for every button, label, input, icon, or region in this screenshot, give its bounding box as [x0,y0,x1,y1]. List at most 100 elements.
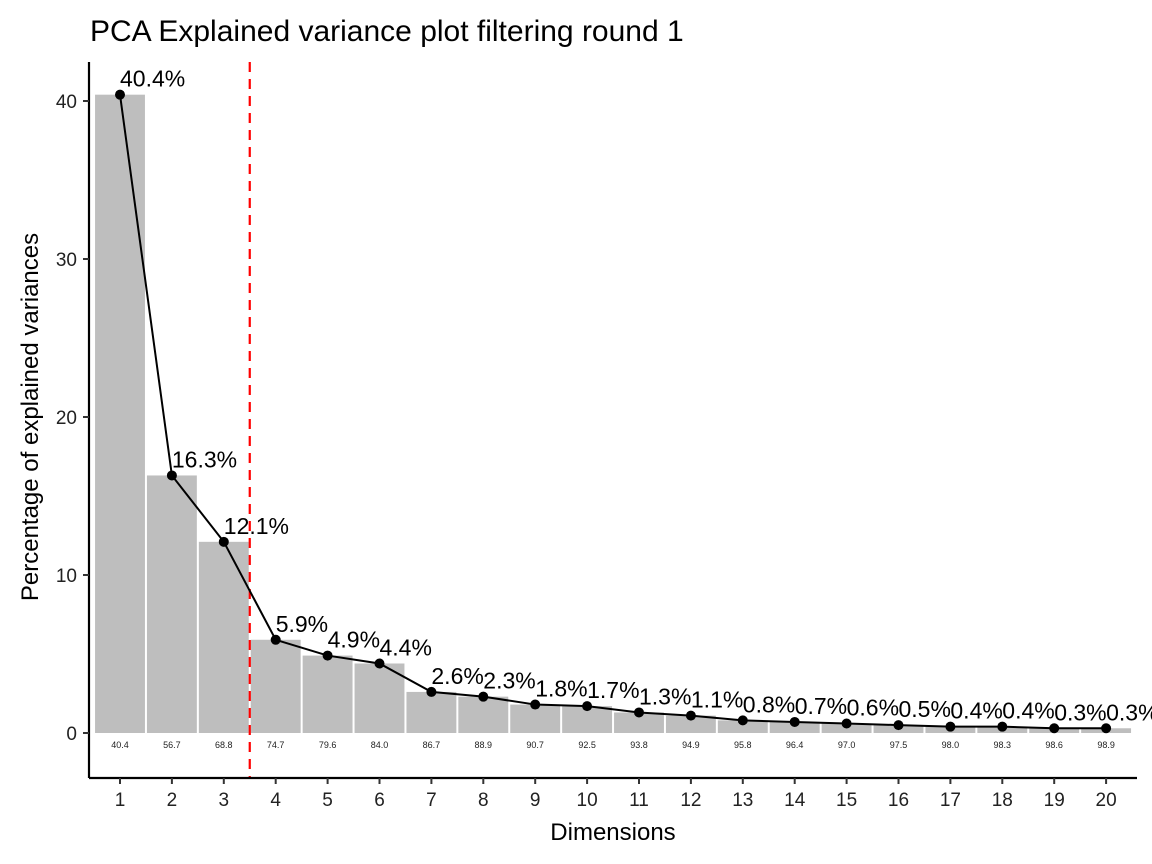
point-19 [1049,723,1060,734]
y-tick-label-40: 40 [56,92,77,113]
cumulative-label-19: 98.6 [1045,740,1063,750]
point-4 [270,634,281,645]
cumulative-label-16: 97.5 [890,740,908,750]
x-tick-label-2: 2 [167,790,178,811]
point-15 [841,718,852,729]
point-5 [322,650,333,661]
cumulative-label-11: 93.8 [630,740,648,750]
data-label-6: 4.4% [380,634,432,660]
point-20 [1101,723,1112,734]
chart-title: PCA Explained variance plot filtering ro… [90,15,684,48]
data-label-11: 1.3% [639,683,691,709]
data-label-20: 0.3% [1106,699,1152,725]
bar-13 [717,720,768,733]
data-label-9: 1.8% [535,676,587,702]
x-tick-label-19: 19 [1044,790,1065,811]
x-tick-label-13: 13 [732,790,753,811]
point-16 [893,720,904,731]
data-label-17: 0.4% [950,698,1002,724]
x-tick-label-10: 10 [577,790,598,811]
data-label-14: 0.7% [795,693,847,719]
bar-3 [198,541,249,733]
bar-8 [458,696,509,733]
point-6 [374,658,385,669]
x-tick-label-11: 11 [629,790,649,811]
data-label-15: 0.6% [847,695,899,721]
data-label-2: 16.3% [172,446,237,472]
x-tick-label-8: 8 [478,790,489,811]
x-tick-label-6: 6 [374,790,385,811]
data-label-7: 2.6% [431,663,483,689]
bar-11 [614,712,664,733]
cumulative-label-6: 84.0 [371,740,389,750]
cumulative-label-7: 86.7 [423,740,441,750]
point-10 [582,701,593,712]
cumulative-label-15: 97.0 [838,740,856,750]
point-14 [789,716,800,727]
point-7 [426,686,437,697]
variance-line [119,94,1107,730]
data-label-1: 40.4% [120,66,185,92]
cumulative-label-17: 98.0 [942,740,960,750]
data-labels-group: 40.4%16.3%12.1%5.9%4.9% 4.4%2.6% 2.3% 1.8% 1… [120,66,1152,726]
point-13 [737,715,748,726]
y-tick-label-30: 30 [56,250,77,271]
cumulative-label-14: 96.4 [786,740,804,750]
y-axis-title: Percentage of explained variances [17,233,44,601]
x-tick-label-3: 3 [219,790,230,811]
cumulative-label-1: 40.4 [111,740,129,750]
y-tick-label-10: 10 [56,566,77,587]
cumulative-label-8: 88.9 [475,740,493,750]
point-9 [530,699,541,710]
cumulative-label-13: 95.8 [734,740,752,750]
cumulative-label-3: 68.8 [215,740,233,750]
data-label-5: 4.9% [328,627,380,653]
point-12 [685,710,696,721]
data-label-19: 0.3% [1054,699,1106,725]
bar-7 [406,691,457,733]
x-tick-label-16: 16 [888,790,909,811]
cumulative-label-2: 56.7 [163,740,181,750]
x-tick-label-1: 1 [115,790,126,811]
bar-4 [250,639,301,733]
bar-12 [665,715,716,733]
cumulative-label-20: 98.9 [1097,740,1115,750]
data-label-8: 2.3% [483,668,535,694]
data-label-18: 0.4% [1002,698,1054,724]
x-tick-label-7: 7 [426,790,437,811]
bar-1 [95,94,145,734]
x-tick-label-5: 5 [322,790,333,811]
x-tick-label-15: 15 [836,790,857,811]
cumulative-label-18: 98.3 [994,740,1012,750]
data-label-4: 5.9% [276,611,328,637]
y-tick-label-20: 20 [56,408,77,429]
point-17 [945,721,956,732]
x-tick-label-17: 17 [940,790,961,811]
cumulative-labels-group: 40.4 56.7 68.8 74.7 79.6 84.0 86.7 88.9 90.7 92.5… [111,740,1115,750]
x-tick-label-4: 4 [270,790,281,811]
point-1 [115,89,125,100]
data-label-3: 12.1% [224,513,289,539]
cumulative-label-4: 74.7 [267,740,285,750]
bar-6 [354,663,405,733]
data-label-10: 1.7% [587,677,639,703]
cumulative-label-9: 90.7 [526,740,544,750]
bars-group [95,94,1132,734]
point-18 [997,721,1008,732]
point-8 [478,691,489,702]
data-label-13: 0.8% [743,691,795,717]
bar-5 [302,655,353,733]
cumulative-label-12: 94.9 [682,740,700,750]
x-tick-label-20: 20 [1096,790,1117,811]
points-group [115,89,1112,734]
x-tick-label-14: 14 [784,790,806,811]
variance-line-group [119,94,1107,730]
x-tick-label-9: 9 [530,790,541,811]
point-3 [218,536,229,547]
cumulative-label-5: 79.6 [319,740,337,750]
x-axis-title: Dimensions [550,819,675,846]
data-label-12: 1.1% [691,687,743,713]
x-tick-label-12: 12 [680,790,701,811]
